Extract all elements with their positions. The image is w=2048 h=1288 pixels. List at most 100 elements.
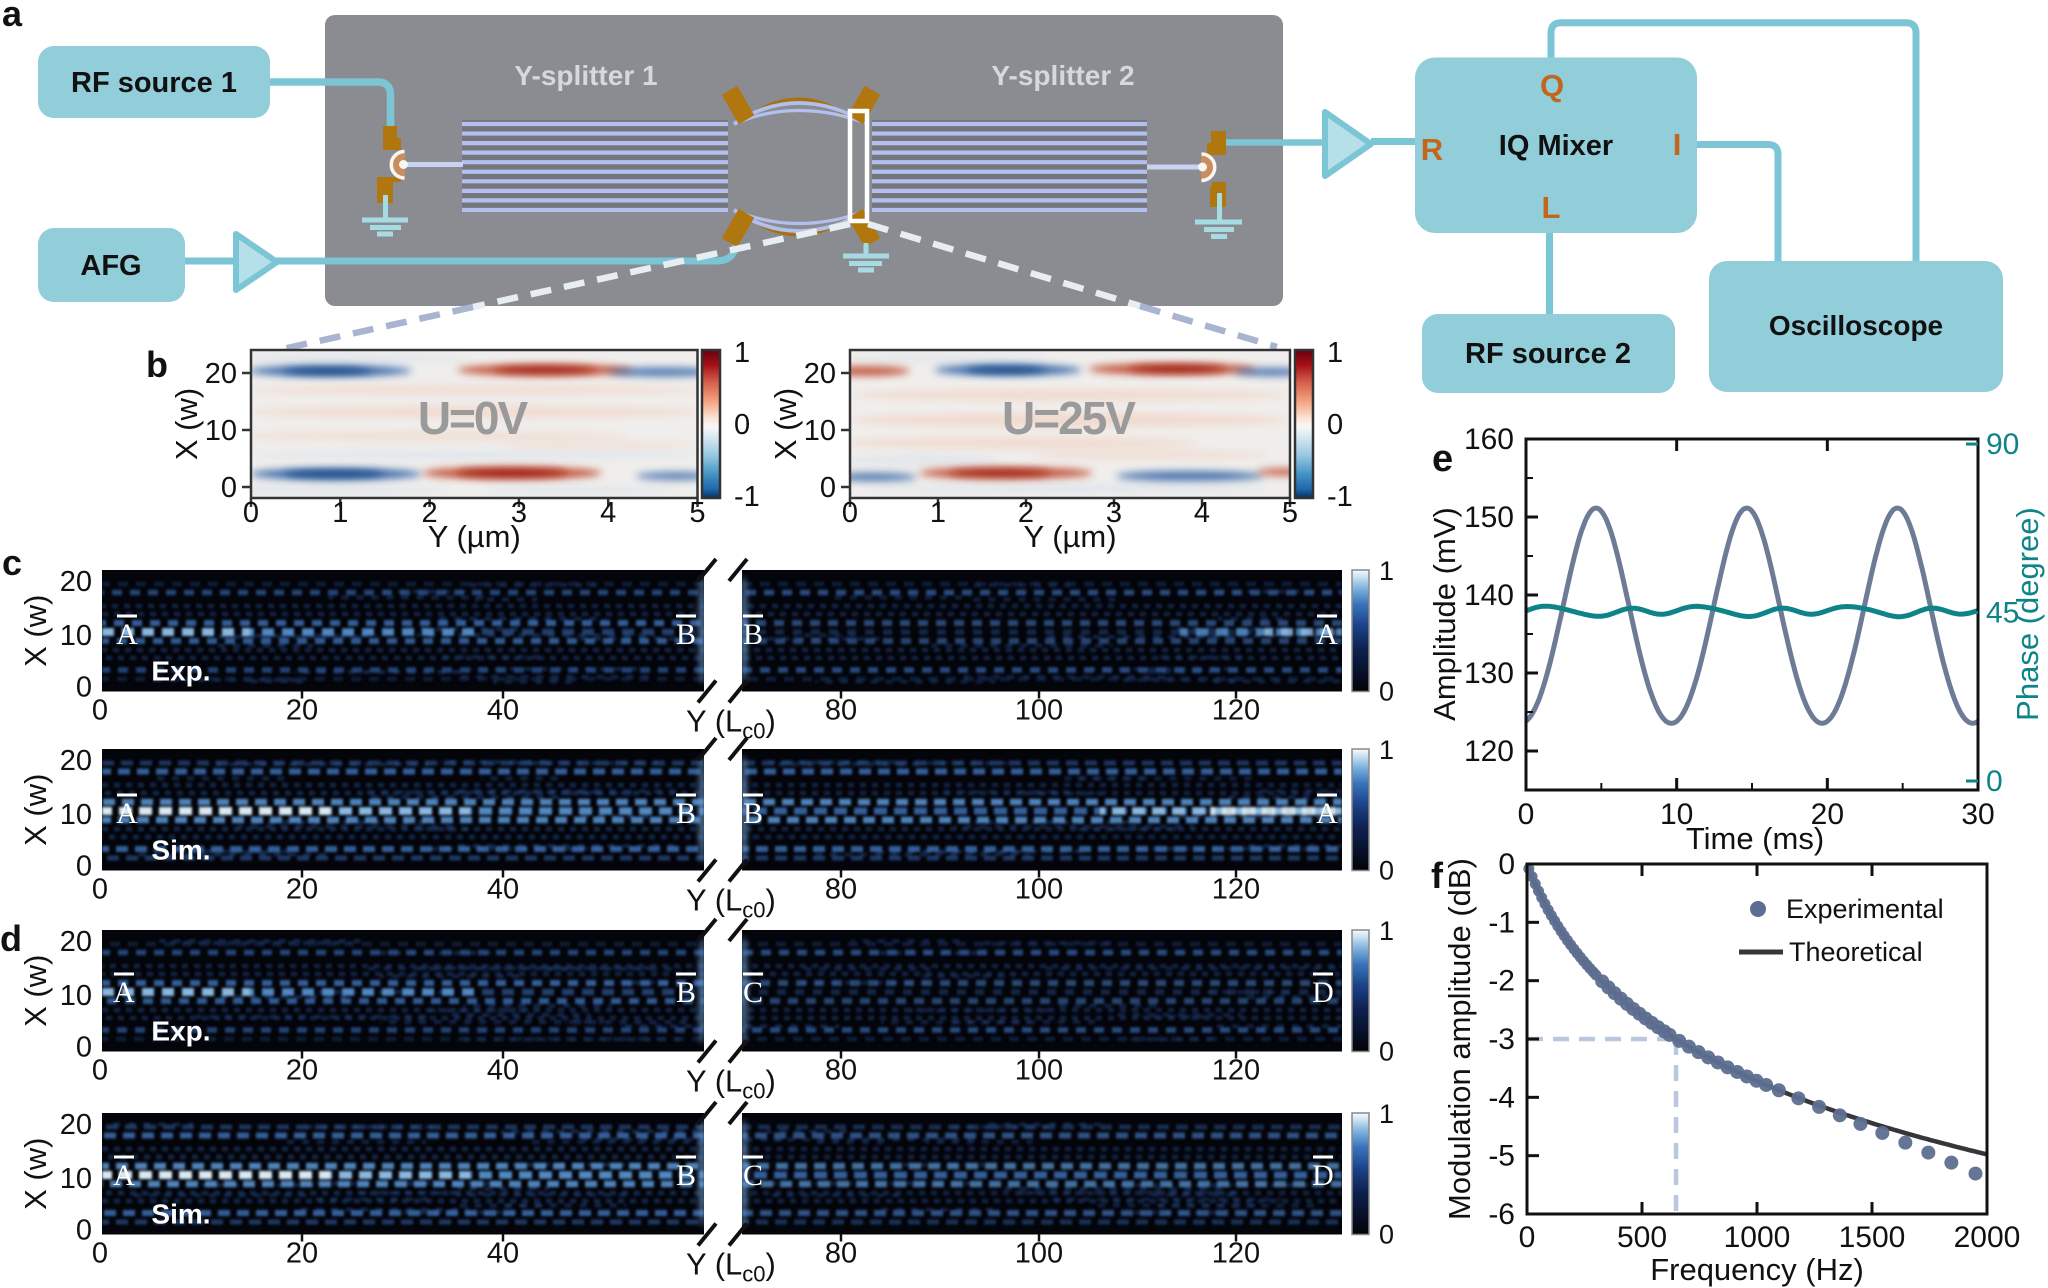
svg-text:Modulation amplitude (dB): Modulation amplitude (dB) <box>1442 858 1477 1220</box>
svg-text:X (w): X (w) <box>18 774 53 846</box>
svg-text:A: A <box>1316 618 1338 651</box>
svg-text:Experimental: Experimental <box>1786 894 1944 924</box>
svg-text:1: 1 <box>1379 916 1394 946</box>
svg-text:0: 0 <box>1379 856 1394 886</box>
svg-text:D: D <box>1312 976 1334 1009</box>
svg-text:-4: -4 <box>1488 1081 1515 1114</box>
svg-text:0: 0 <box>76 1215 92 1247</box>
svg-text:140: 140 <box>1464 579 1514 612</box>
svg-text:Y (µm): Y (µm) <box>428 519 521 554</box>
svg-text:B: B <box>743 618 763 651</box>
svg-text:b: b <box>146 344 168 385</box>
svg-text:20: 20 <box>205 358 237 390</box>
svg-text:U=25V: U=25V <box>1002 392 1136 444</box>
svg-text:-6: -6 <box>1488 1198 1515 1231</box>
svg-text:120: 120 <box>1464 735 1514 768</box>
svg-text:D: D <box>1312 1159 1334 1192</box>
svg-text:2: 2 <box>422 497 438 529</box>
svg-text:Sim.: Sim. <box>151 835 210 866</box>
svg-text:Exp.: Exp. <box>151 1016 210 1047</box>
svg-text:2: 2 <box>1018 497 1034 529</box>
svg-text:1: 1 <box>930 497 946 529</box>
svg-text:Q: Q <box>1540 68 1564 103</box>
svg-text:80: 80 <box>825 874 857 906</box>
svg-text:100: 100 <box>1015 1238 1063 1270</box>
svg-text:130: 130 <box>1464 657 1514 690</box>
svg-text:IQ Mixer: IQ Mixer <box>1499 130 1613 162</box>
svg-text:1: 1 <box>1327 337 1343 369</box>
svg-text:Y-splitter 1: Y-splitter 1 <box>514 60 657 91</box>
svg-text:C: C <box>743 976 763 1009</box>
svg-text:1: 1 <box>1379 556 1394 586</box>
svg-text:C: C <box>743 1159 763 1192</box>
svg-text:0: 0 <box>734 409 750 441</box>
svg-text:0: 0 <box>1986 765 2003 798</box>
svg-text:0: 0 <box>1518 798 1535 831</box>
svg-text:X (w): X (w) <box>169 388 204 460</box>
svg-text:Y-splitter 2: Y-splitter 2 <box>991 60 1134 91</box>
svg-text:A: A <box>113 976 135 1009</box>
svg-text:B: B <box>676 618 696 651</box>
svg-text:0: 0 <box>1379 1220 1394 1250</box>
svg-text:1: 1 <box>1379 1099 1394 1129</box>
svg-text:0: 0 <box>92 695 108 727</box>
svg-text:-5: -5 <box>1488 1140 1515 1173</box>
svg-text:B: B <box>743 797 763 830</box>
svg-text:Frequency (Hz): Frequency (Hz) <box>1650 1252 1864 1287</box>
svg-text:X (w): X (w) <box>18 955 53 1027</box>
svg-text:B: B <box>676 797 696 830</box>
svg-text:0: 0 <box>243 497 259 529</box>
svg-text:10: 10 <box>60 620 92 652</box>
svg-text:-1: -1 <box>734 481 760 513</box>
svg-text:Sim.: Sim. <box>151 1199 210 1230</box>
svg-text:Y (µm): Y (µm) <box>1023 519 1116 554</box>
svg-text:Theoretical: Theoretical <box>1789 937 1923 967</box>
svg-text:0: 0 <box>92 1238 108 1270</box>
svg-text:10: 10 <box>60 799 92 831</box>
svg-text:500: 500 <box>1617 1221 1667 1254</box>
svg-text:0: 0 <box>1379 677 1394 707</box>
svg-text:X (w): X (w) <box>18 1138 53 1210</box>
svg-text:120: 120 <box>1212 1055 1260 1087</box>
svg-text:20: 20 <box>60 745 92 777</box>
svg-text:160: 160 <box>1464 423 1514 456</box>
svg-text:-1: -1 <box>1488 906 1515 939</box>
svg-text:80: 80 <box>825 1238 857 1270</box>
svg-text:a: a <box>2 0 23 34</box>
svg-text:2000: 2000 <box>1954 1221 2021 1254</box>
svg-text:U=0V: U=0V <box>418 392 529 444</box>
svg-text:20: 20 <box>804 358 836 390</box>
svg-text:0: 0 <box>76 1032 92 1064</box>
svg-text:45: 45 <box>1986 597 2019 630</box>
svg-text:A: A <box>116 618 138 651</box>
svg-text:Exp.: Exp. <box>151 656 210 687</box>
svg-text:Amplitude (mV): Amplitude (mV) <box>1427 507 1462 721</box>
svg-text:A: A <box>116 797 138 830</box>
svg-text:20: 20 <box>286 874 318 906</box>
svg-text:1: 1 <box>332 497 348 529</box>
svg-text:120: 120 <box>1212 695 1260 727</box>
svg-text:AFG: AFG <box>80 250 141 282</box>
svg-text:80: 80 <box>825 1055 857 1087</box>
svg-text:10: 10 <box>1660 798 1693 831</box>
svg-text:4: 4 <box>600 497 616 529</box>
svg-text:RF source 1: RF source 1 <box>71 67 237 99</box>
svg-text:10: 10 <box>60 1163 92 1195</box>
svg-text:0: 0 <box>1379 1037 1394 1067</box>
svg-text:20: 20 <box>286 695 318 727</box>
svg-text:1500: 1500 <box>1839 1221 1906 1254</box>
svg-text:40: 40 <box>487 874 519 906</box>
svg-text:10: 10 <box>205 415 237 447</box>
svg-text:I: I <box>1673 127 1682 162</box>
svg-text:10: 10 <box>60 980 92 1012</box>
svg-text:30: 30 <box>1961 798 1994 831</box>
svg-text:20: 20 <box>60 1109 92 1141</box>
svg-text:1: 1 <box>1379 735 1394 765</box>
svg-text:120: 120 <box>1212 1238 1260 1270</box>
svg-text:RF source 2: RF source 2 <box>1465 338 1631 370</box>
svg-text:0: 0 <box>76 672 92 704</box>
svg-text:A: A <box>113 1159 135 1192</box>
svg-text:150: 150 <box>1464 501 1514 534</box>
svg-text:0: 0 <box>842 497 858 529</box>
svg-text:0: 0 <box>1498 848 1515 881</box>
